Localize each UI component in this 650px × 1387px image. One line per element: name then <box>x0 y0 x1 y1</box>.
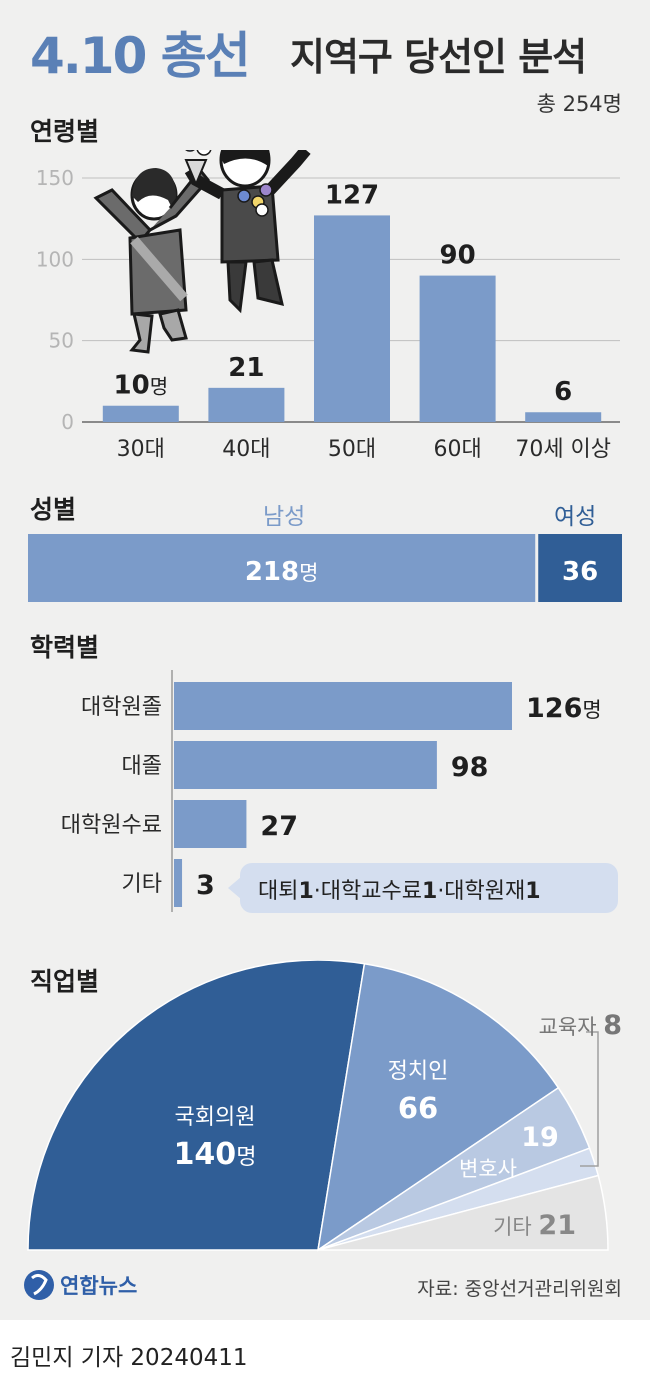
male-bar <box>28 534 536 602</box>
age-ytick-label: 0 <box>61 410 74 434</box>
female-value-label: 36 <box>562 557 598 587</box>
yonhap-logo-icon <box>24 1270 54 1300</box>
job-category-label: 변호사 <box>459 1157 517 1181</box>
note-part-3-text: ·대학원재 <box>437 879 526 904</box>
job-value-label: 8 <box>603 1010 622 1041</box>
age-bar <box>525 412 602 422</box>
title-sub: 지역구 당선인 분석 <box>290 35 587 79</box>
job-category-label: 기타 21 <box>493 1210 576 1241</box>
education-bar <box>174 859 183 907</box>
age-value-label: 6 <box>554 377 572 407</box>
age-category-label: 60대 <box>433 437 481 462</box>
age-value-label: 10명 <box>114 371 169 401</box>
education-note-box: 대퇴1·대학교수료1·대학원재1 <box>228 863 618 913</box>
age-value-label: 127 <box>325 180 379 210</box>
job-slice <box>27 960 366 1251</box>
job-section-title: 직업별 <box>30 967 100 996</box>
education-value-label: 27 <box>260 811 298 842</box>
byline: 김민지 기자 20240411 <box>10 1345 248 1371</box>
logo-text: 연합뉴스 <box>60 1274 138 1298</box>
title-main: 4.10 총선 <box>30 27 251 85</box>
bouquet-icon <box>184 150 212 187</box>
education-section-title: 학력별 <box>30 633 100 662</box>
education-leader-line <box>580 1031 599 1167</box>
female-figure <box>93 167 210 354</box>
winners-illustration <box>93 150 311 354</box>
education-unit-label: 명 <box>582 698 601 722</box>
job-slice <box>317 1174 609 1251</box>
source-note: 자료: 중앙선거관리위원회 <box>417 1278 622 1300</box>
job-category-label: 교육자 8 <box>539 1010 622 1041</box>
age-bar <box>314 215 390 422</box>
education-category-label: 대졸 <box>122 754 162 779</box>
education-bar <box>174 741 437 789</box>
education-category-label: 기타 <box>122 872 162 897</box>
note-part-1-num: 1 <box>298 879 314 904</box>
job-unit-label: 명 <box>236 1145 256 1170</box>
age-unit-label: 명 <box>150 375 168 399</box>
male-figure <box>184 150 311 314</box>
age-bar <box>102 405 179 422</box>
education-category-label: 대학원수료 <box>61 813 162 838</box>
age-category-label: 40대 <box>222 437 270 462</box>
education-value-label: 98 <box>451 752 489 783</box>
education-bar <box>174 800 247 848</box>
job-category-label: 국회의원 <box>175 1105 256 1130</box>
education-category-label: 대학원졸 <box>81 695 162 720</box>
education-value-label: 126명 <box>526 693 602 724</box>
job-value-label: 21 <box>538 1210 576 1241</box>
female-label: 여성 <box>554 504 597 530</box>
note-part-2-text: ·대학교수료 <box>313 879 422 904</box>
age-category-label: 30대 <box>117 437 165 462</box>
age-section-title: 연령별 <box>30 117 100 146</box>
age-bar-chart: 0 50 100 150 <box>36 150 620 462</box>
age-value-label: 90 <box>440 241 476 271</box>
note-part-2-num: 1 <box>422 879 438 904</box>
male-value-label: 218명 <box>245 557 319 587</box>
female-bar <box>538 534 622 602</box>
age-value-label: 21 <box>228 353 264 383</box>
age-ytick-label: 100 <box>36 247 74 271</box>
yonhap-logo: 연합뉴스 <box>22 1268 137 1302</box>
male-unit-label: 명 <box>299 561 318 585</box>
job-slice <box>316 962 560 1252</box>
note-part-3-num: 1 <box>525 879 541 904</box>
job-value-label: 19 <box>521 1122 559 1153</box>
job-value-label: 66 <box>398 1091 438 1125</box>
note-part-1-text: 대퇴 <box>258 879 299 904</box>
age-bar <box>208 387 285 422</box>
gender-bar: 218명 36 <box>28 534 622 602</box>
job-category-label: 정치인 <box>388 1059 449 1084</box>
male-label: 남성 <box>263 504 306 530</box>
age-bar <box>419 275 496 422</box>
total-count: 총 254명 <box>536 92 622 116</box>
age-ytick-label: 150 <box>36 166 74 190</box>
education-bar <box>174 682 512 730</box>
education-note: 대퇴1·대학교수료1·대학원재1 <box>258 873 541 905</box>
note-pointer <box>228 877 241 899</box>
age-ytick-label: 50 <box>49 329 74 353</box>
age-category-label: 50대 <box>328 437 376 462</box>
age-category-label: 70세 이상 <box>515 437 611 462</box>
education-value-label: 3 <box>196 870 215 901</box>
gender-section-title: 성별 <box>30 495 77 524</box>
